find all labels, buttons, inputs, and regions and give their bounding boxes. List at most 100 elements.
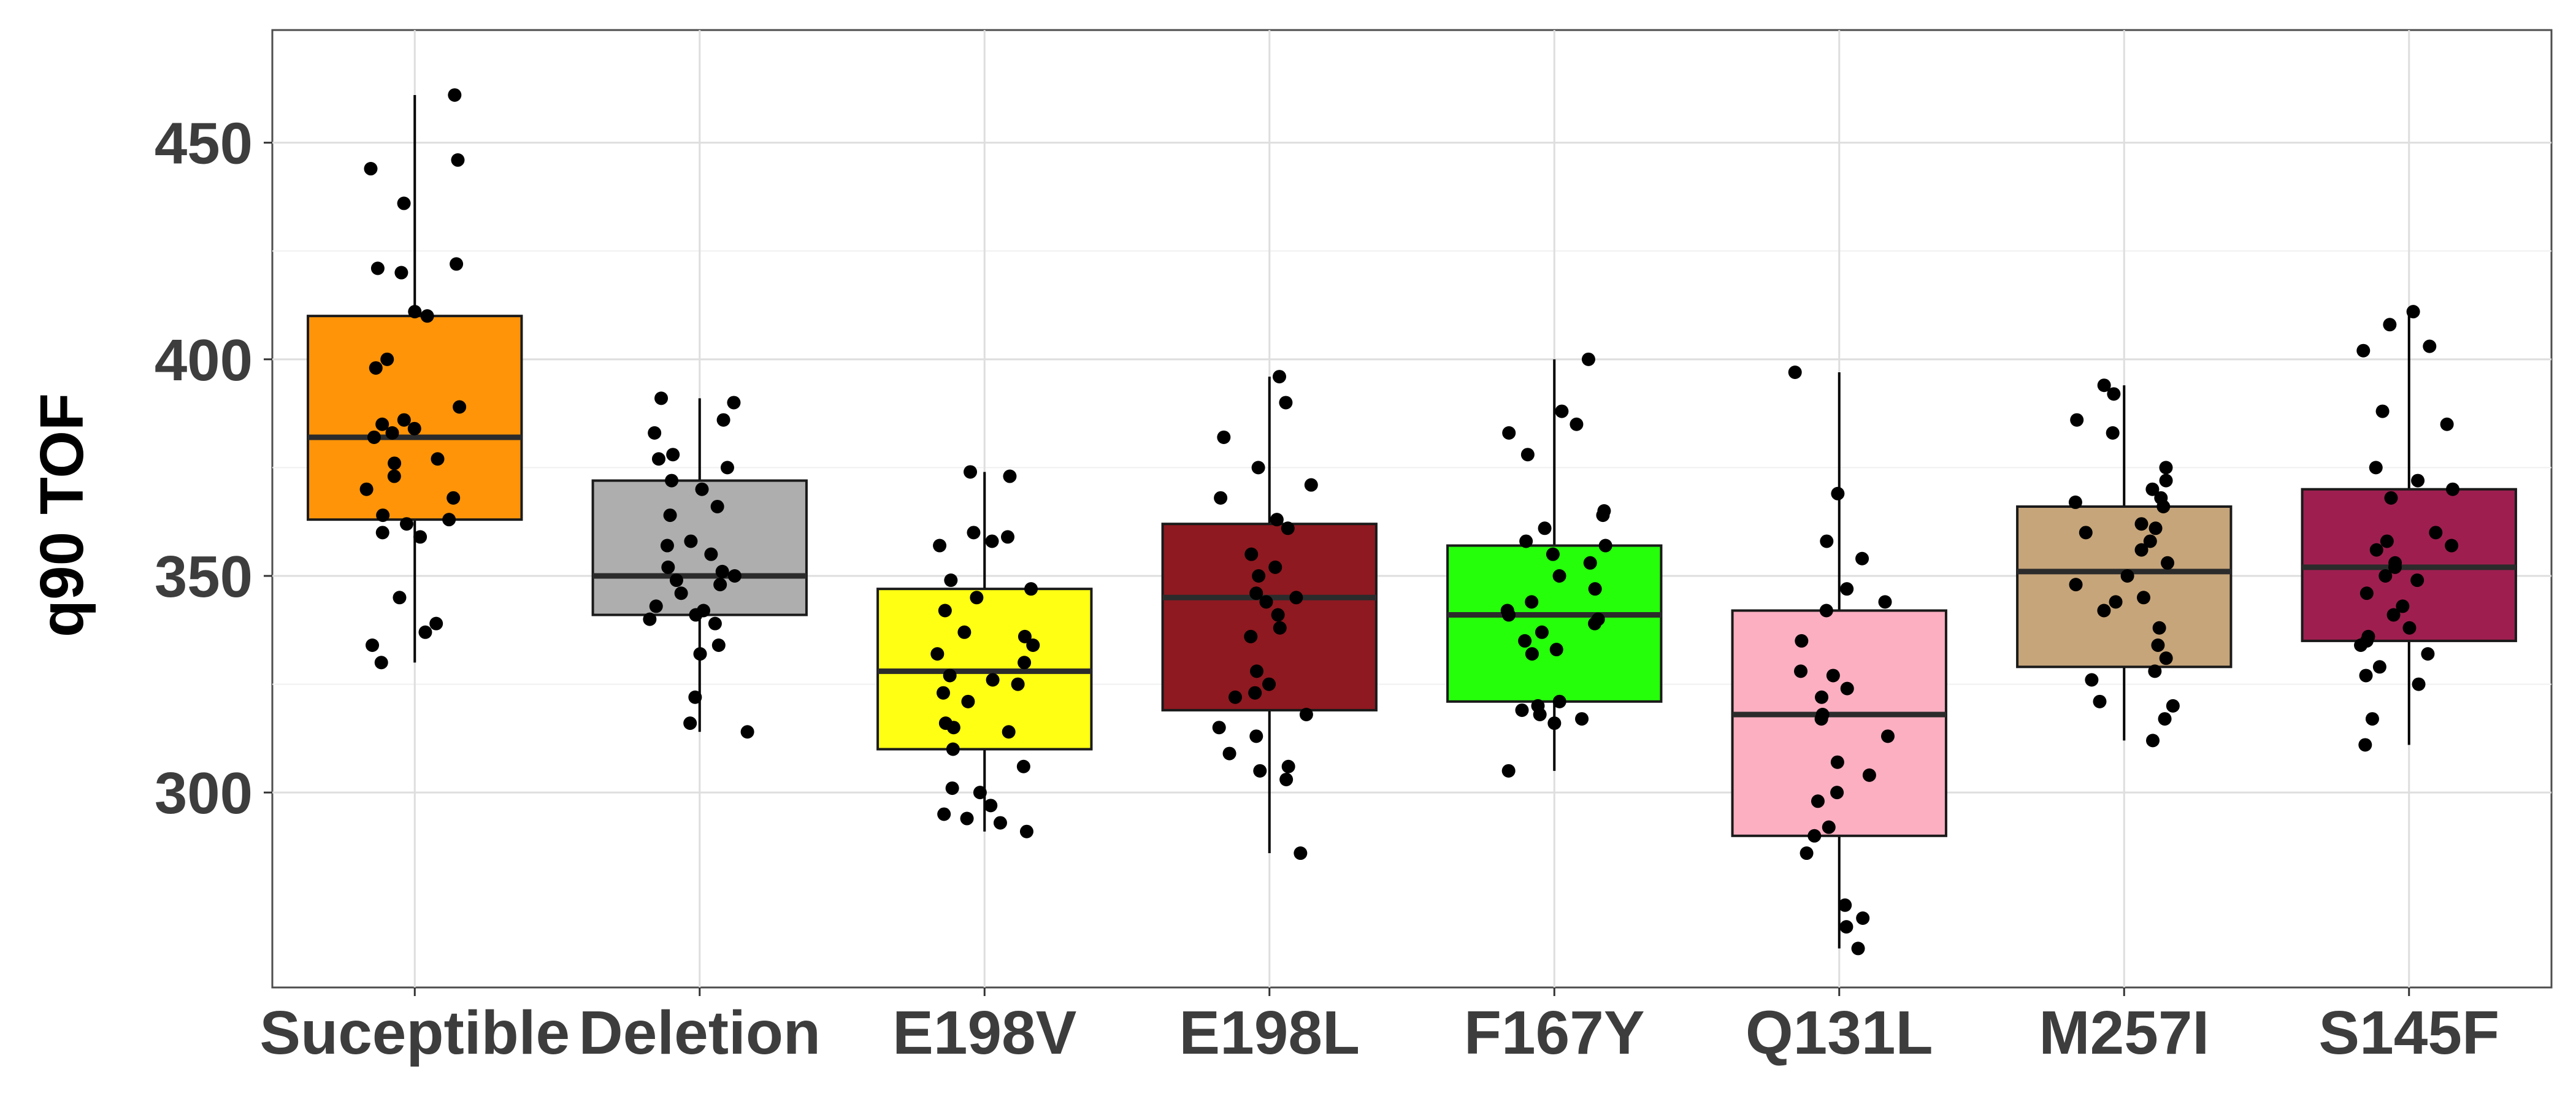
data-point-s145f	[2383, 318, 2397, 332]
data-point-s145f	[2359, 669, 2373, 683]
data-point-s145f	[2421, 647, 2435, 661]
y-tick-label: 400	[155, 328, 253, 393]
data-point-s145f	[2372, 660, 2386, 674]
data-point-s145f	[2411, 473, 2425, 488]
data-point-e198v	[964, 465, 978, 479]
data-point-q131l	[1838, 898, 1852, 912]
data-point-e198v	[984, 799, 998, 813]
data-point-e198v	[1024, 582, 1038, 596]
data-point-suceptible	[453, 400, 467, 414]
data-point-deletion	[669, 573, 683, 588]
data-point-deletion	[704, 547, 718, 561]
data-point-e198l	[1270, 513, 1284, 527]
data-point-q131l	[1856, 911, 1870, 925]
data-point-q131l	[1820, 534, 1834, 548]
data-point-q131l	[1815, 690, 1829, 704]
data-point-f167y	[1552, 694, 1566, 708]
data-point-f167y	[1549, 643, 1563, 657]
data-point-suceptible	[385, 426, 399, 440]
data-point-deletion	[683, 716, 697, 730]
data-point-m257i	[2134, 517, 2149, 531]
y-tick-label: 350	[155, 544, 253, 610]
data-point-e198l	[1281, 759, 1295, 773]
x-tick-label-suceptible: Suceptible	[259, 999, 570, 1067]
data-point-suceptible	[366, 638, 380, 652]
data-point-e198l	[1249, 586, 1263, 600]
data-point-m257i	[2106, 426, 2120, 440]
data-point-deletion	[711, 638, 726, 652]
data-point-s145f	[2375, 404, 2390, 418]
data-point-s145f	[2429, 526, 2443, 540]
data-point-e198l	[1250, 664, 1264, 678]
data-point-suceptible	[369, 361, 383, 375]
data-point-suceptible	[450, 257, 464, 271]
data-point-m257i	[2136, 591, 2150, 605]
data-point-e198v	[936, 686, 950, 700]
data-point-m257i	[2069, 578, 2083, 592]
y-axis: 300 350 400 450	[155, 111, 272, 826]
data-point-deletion	[663, 508, 677, 523]
data-point-e198v	[933, 539, 947, 553]
data-point-deletion	[720, 461, 734, 475]
data-point-s145f	[2384, 491, 2398, 505]
data-point-e198l	[1222, 746, 1236, 761]
data-point-e198l	[1259, 595, 1273, 609]
data-point-deletion	[713, 578, 727, 592]
data-point-s145f	[2445, 539, 2459, 553]
data-point-e198l	[1304, 478, 1318, 492]
data-point-f167y	[1596, 508, 1610, 523]
data-point-e198v	[946, 742, 960, 756]
data-point-m257i	[2068, 495, 2082, 509]
data-point-m257i	[2156, 499, 2171, 513]
data-point-e198l	[1229, 690, 1243, 704]
data-point-e198l	[1244, 629, 1258, 643]
data-point-f167y	[1546, 547, 1560, 561]
data-point-s145f	[2440, 417, 2454, 431]
data-point-e198v	[961, 694, 975, 708]
data-point-q131l	[1862, 768, 1876, 782]
data-point-m257i	[2097, 378, 2111, 393]
data-point-e198l	[1244, 547, 1259, 561]
data-point-e198l	[1279, 772, 1294, 786]
data-point-e198l	[1212, 721, 1226, 735]
data-point-m257i	[2107, 387, 2121, 401]
x-tick-label-e198l: E198L	[1179, 999, 1360, 1067]
data-point-e198v	[938, 604, 952, 618]
data-point-m257i	[2149, 521, 2163, 535]
data-point-e198v	[944, 573, 958, 588]
data-point-deletion	[651, 452, 665, 466]
data-point-s145f	[2369, 543, 2383, 557]
data-point-m257i	[2079, 526, 2093, 540]
data-point-e198l	[1249, 729, 1263, 743]
data-point-suceptible	[413, 530, 427, 544]
data-point-e198v	[960, 811, 974, 826]
data-point-q131l	[1880, 729, 1895, 743]
data-point-m257i	[2070, 413, 2084, 427]
box-f167y	[1446, 544, 1663, 703]
data-point-e198v	[986, 673, 1000, 687]
data-point-e198v	[1016, 759, 1030, 773]
data-point-deletion	[665, 473, 679, 488]
data-point-f167y	[1588, 582, 1602, 596]
data-point-f167y	[1518, 634, 1532, 648]
data-point-suceptible	[374, 656, 388, 670]
data-point-deletion	[708, 616, 722, 631]
data-point-suceptible	[451, 153, 465, 167]
data-point-e198v	[1001, 530, 1015, 544]
data-point-s145f	[2412, 677, 2426, 691]
data-point-f167y	[1520, 448, 1535, 462]
data-point-deletion	[684, 534, 698, 548]
data-point-q131l	[1814, 712, 1828, 726]
data-point-e198v	[1019, 824, 1033, 838]
data-point-deletion	[727, 396, 741, 410]
data-point-m257i	[2097, 604, 2111, 618]
data-point-s145f	[2359, 586, 2374, 600]
data-point-e198v	[1003, 469, 1017, 483]
data-point-suceptible	[431, 452, 445, 466]
data-point-f167y	[1515, 703, 1529, 717]
data-point-e198v	[945, 781, 959, 795]
data-point-e198l	[1279, 396, 1293, 410]
data-point-q131l	[1831, 486, 1845, 500]
data-point-q131l	[1794, 664, 1808, 678]
data-point-m257i	[2120, 569, 2134, 583]
